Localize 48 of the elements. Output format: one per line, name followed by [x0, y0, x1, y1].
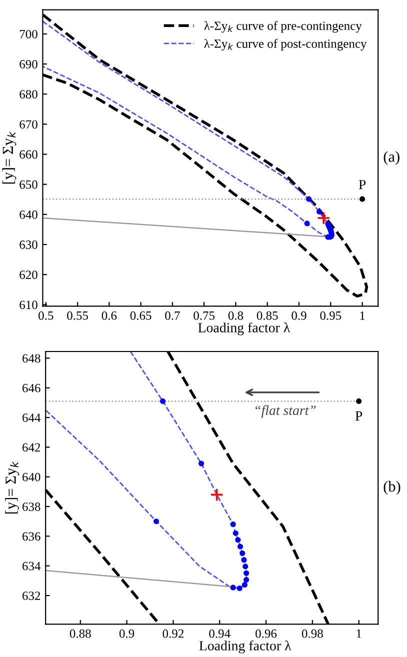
y-tick-label: 646: [22, 384, 40, 392]
y-tick-label: 634: [22, 562, 41, 570]
y-tick-label: 636: [22, 532, 40, 541]
annotation: P: [358, 180, 366, 190]
text: (b): [384, 480, 400, 495]
x-axis-title: Loading factor λ: [199, 640, 292, 654]
x-tick-label: 0.95: [320, 311, 342, 320]
y-tick-label: 642: [22, 443, 40, 452]
y-tick-label: 650: [20, 180, 38, 189]
y-tick-label: 648: [22, 354, 40, 363]
y-tick-label: 610: [20, 300, 38, 310]
y-tick-label: 680: [20, 90, 38, 99]
y-tick-label: 700: [20, 30, 38, 38]
y-tick-label: 644: [22, 414, 41, 422]
x-tick-label: 0.96: [256, 629, 277, 638]
x-tick-label: 1: [356, 629, 362, 638]
annotation: “flat start”: [256, 405, 316, 418]
y-axis-title: [y]= Σy$_{k}$: [2, 131, 16, 184]
x-tick-label: 0.9: [292, 311, 306, 320]
x-tick-label: 0.85: [256, 311, 278, 320]
y-tick-label: 640: [20, 210, 38, 219]
x-tick-label: 1: [360, 311, 365, 320]
y-tick-label: 690: [20, 60, 38, 68]
legend-label: λ-Σy$_{k}$ curve of pre-contingency: [204, 21, 362, 33]
x-tick-label: 0.98: [302, 629, 323, 638]
annotation: P: [355, 411, 362, 420]
x-tick-label: 0.94: [209, 629, 230, 638]
x-tick-label: 0.8: [228, 311, 244, 320]
y-tick-label: 630: [20, 240, 38, 249]
y-axis-title: [y]= Σy$_{k}$: [5, 461, 20, 514]
y-tick-label: 660: [20, 150, 38, 159]
x-tick-label: 0.6: [102, 311, 117, 320]
x-tick-label: 0.88: [70, 629, 91, 638]
x-axis-title: Loading factor λ: [198, 322, 290, 336]
y-tick-label: 670: [20, 120, 38, 129]
y-tick-label: 632: [22, 592, 40, 600]
x-tick-label: 0.92: [162, 629, 184, 638]
legend-label: λ-Σy$_{k}$ curve of post-contingency: [204, 38, 367, 50]
x-tick-label: 0.75: [194, 311, 215, 320]
text: (a): [384, 151, 400, 165]
y-tick-label: 620: [20, 270, 38, 280]
x-tick-label: 0.9: [119, 629, 134, 638]
x-tick-label: 0.55: [67, 311, 88, 320]
x-tick-label: 0.65: [130, 311, 152, 320]
y-tick-label: 640: [22, 472, 40, 482]
x-tick-label: 0.5: [38, 311, 54, 320]
x-tick-label: 0.7: [165, 311, 180, 320]
y-tick-label: 638: [22, 502, 40, 511]
